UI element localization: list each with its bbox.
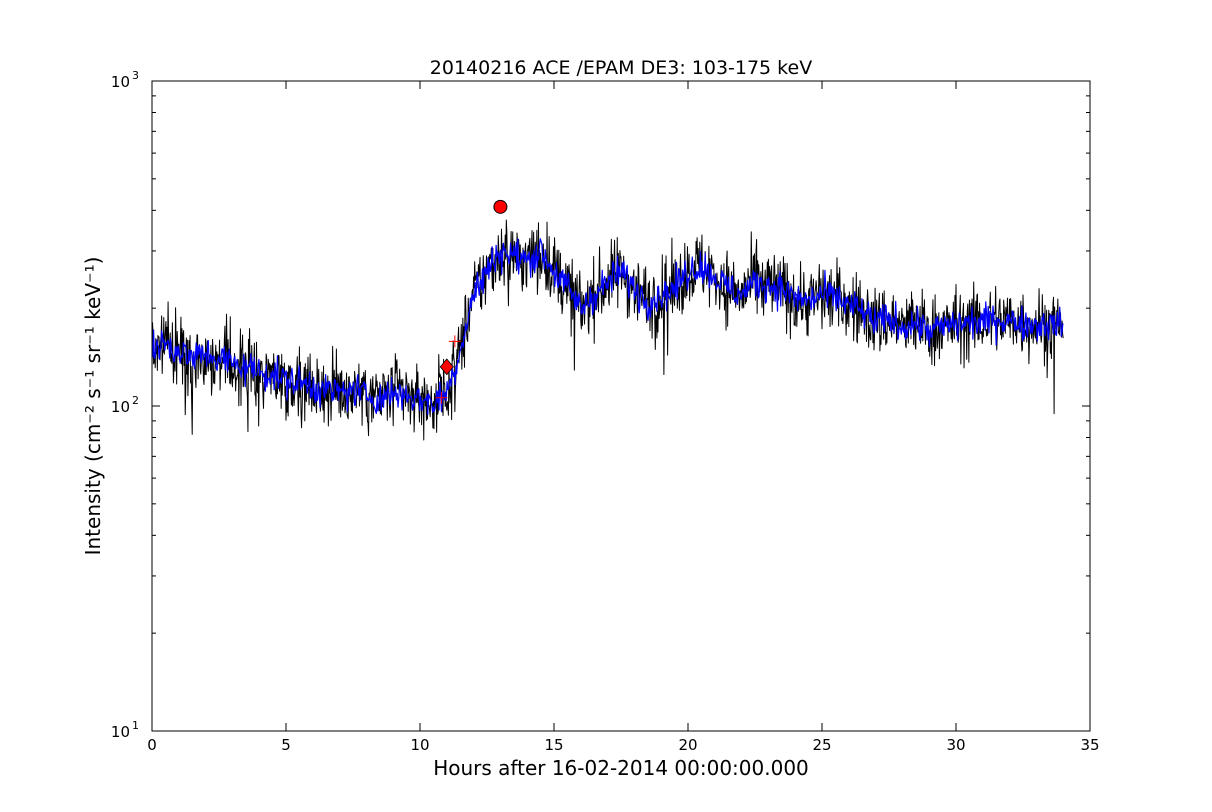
y-tick-exponent: 3	[132, 69, 139, 82]
x-tick-label: 5	[281, 736, 291, 754]
marker-circle-1	[493, 199, 508, 214]
y-tick-exponent: 1	[132, 719, 139, 732]
y-tick-label: 10	[111, 723, 130, 741]
y-tick-label: 10	[111, 73, 130, 91]
series-line-2	[152, 238, 1064, 416]
x-tick-label: 15	[544, 736, 563, 754]
x-tick-label: 0	[147, 736, 157, 754]
chart-title: 20140216 ACE /EPAM DE3: 103-175 keV	[430, 57, 812, 79]
x-axis-label: Hours after 16-02-2014 00:00:00.000	[433, 756, 809, 780]
y-axis-label: Intensity (cm⁻² s⁻¹ sr⁻¹ keV⁻¹)	[81, 257, 105, 556]
y-tick-label: 10	[111, 398, 130, 416]
x-axis: 0 5 10 15 20 25 30 35	[147, 81, 1100, 754]
series-line-1	[152, 219, 1064, 441]
x-tick-label: 35	[1080, 736, 1099, 754]
y-tick-exponent: 2	[132, 394, 139, 407]
x-tick-label: 10	[410, 736, 429, 754]
marker-plus-3	[435, 391, 448, 404]
x-tick-label: 30	[946, 736, 965, 754]
marker-diamond-2	[439, 358, 454, 376]
marker-plus-4	[448, 335, 461, 348]
x-tick-label: 25	[812, 736, 831, 754]
x-tick-label: 20	[678, 736, 697, 754]
